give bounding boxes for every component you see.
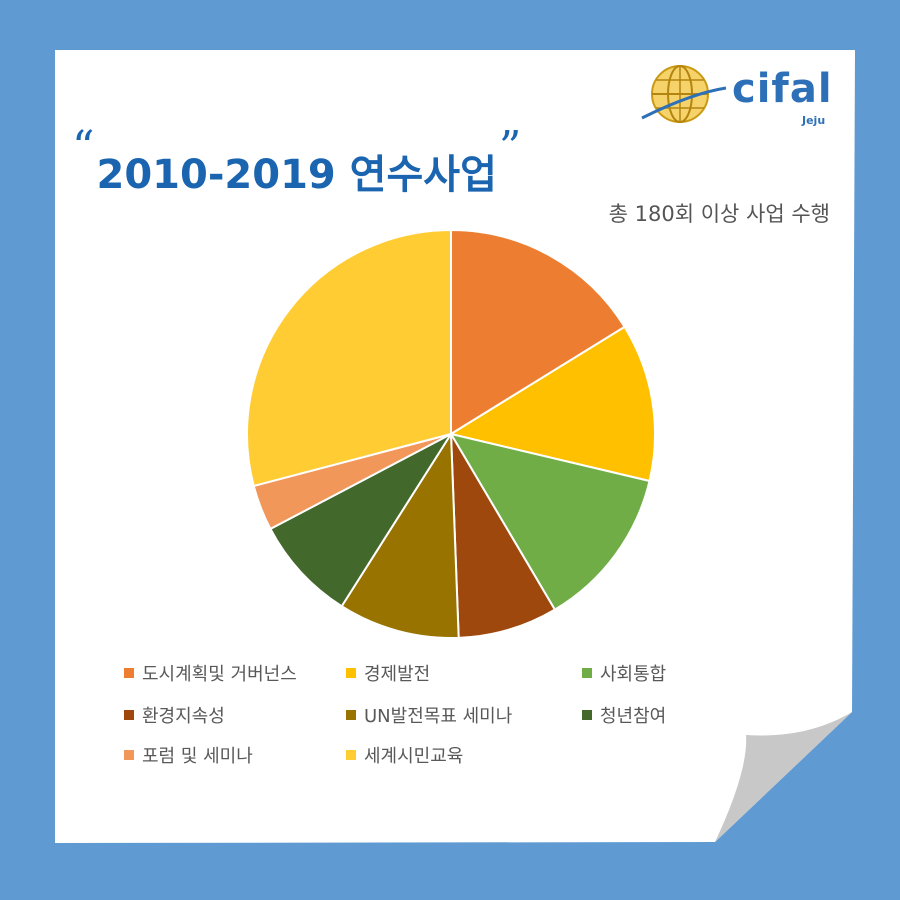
- legend-label: 도시계획및 거버넌스: [142, 664, 297, 685]
- legend-label: 세계시민교육: [364, 746, 464, 767]
- pie-slice-6: [269, 431, 454, 608]
- legend-swatch: [582, 668, 592, 678]
- legend-item-3: 사회통합: [582, 660, 666, 688]
- legend-item-4: 환경지속성: [124, 702, 225, 730]
- legend-swatch: [124, 750, 134, 760]
- page-curl: [715, 712, 852, 842]
- close-quote: ”: [498, 122, 522, 173]
- pie-slice-2: [448, 325, 656, 483]
- page-subtitle: 총 180회 이상 사업 수행: [608, 202, 830, 226]
- pie-slice-1: [450, 228, 626, 436]
- legend-label: 경제발전: [364, 664, 431, 685]
- open-quote: “: [72, 122, 95, 173]
- cifal-logo: cifal Jeju: [640, 62, 840, 132]
- legend-swatch: [124, 668, 134, 678]
- legend-label: 청년참여: [600, 706, 667, 727]
- legend-swatch: [346, 750, 356, 760]
- legend-item-7: 포럼 및 세미나: [124, 742, 253, 770]
- title-block: “2010-2019 연수사업”: [72, 118, 522, 199]
- legend-label: 포럼 및 세미나: [142, 746, 253, 767]
- logo-subtext: Jeju: [802, 114, 826, 127]
- legend-swatch: [582, 710, 592, 720]
- legend-item-5: UN발전목표 세미나: [346, 702, 512, 730]
- legend-item-1: 도시계획및 거버넌스: [124, 660, 297, 688]
- legend-label: UN발전목표 세미나: [364, 706, 513, 727]
- legend-swatch: [124, 710, 134, 720]
- legend-swatch: [346, 710, 356, 720]
- page-title: 2010-2019 연수사업: [96, 152, 497, 198]
- legend-label: 환경지속성: [142, 706, 225, 727]
- legend-item-8: 세계시민교육: [346, 742, 463, 770]
- logo-wordmark: cifal: [732, 66, 833, 112]
- pie-slice-5: [340, 430, 460, 639]
- pie-slice-3: [448, 432, 651, 611]
- legend-item-6: 청년참여: [582, 702, 666, 730]
- globe-logo-icon: [641, 65, 727, 123]
- pie-slice-4: [450, 433, 557, 639]
- legend-label: 사회통합: [600, 664, 667, 685]
- pie-slice-8: [246, 228, 452, 488]
- legend-item-2: 경제발전: [346, 660, 430, 688]
- legend-swatch: [346, 668, 356, 678]
